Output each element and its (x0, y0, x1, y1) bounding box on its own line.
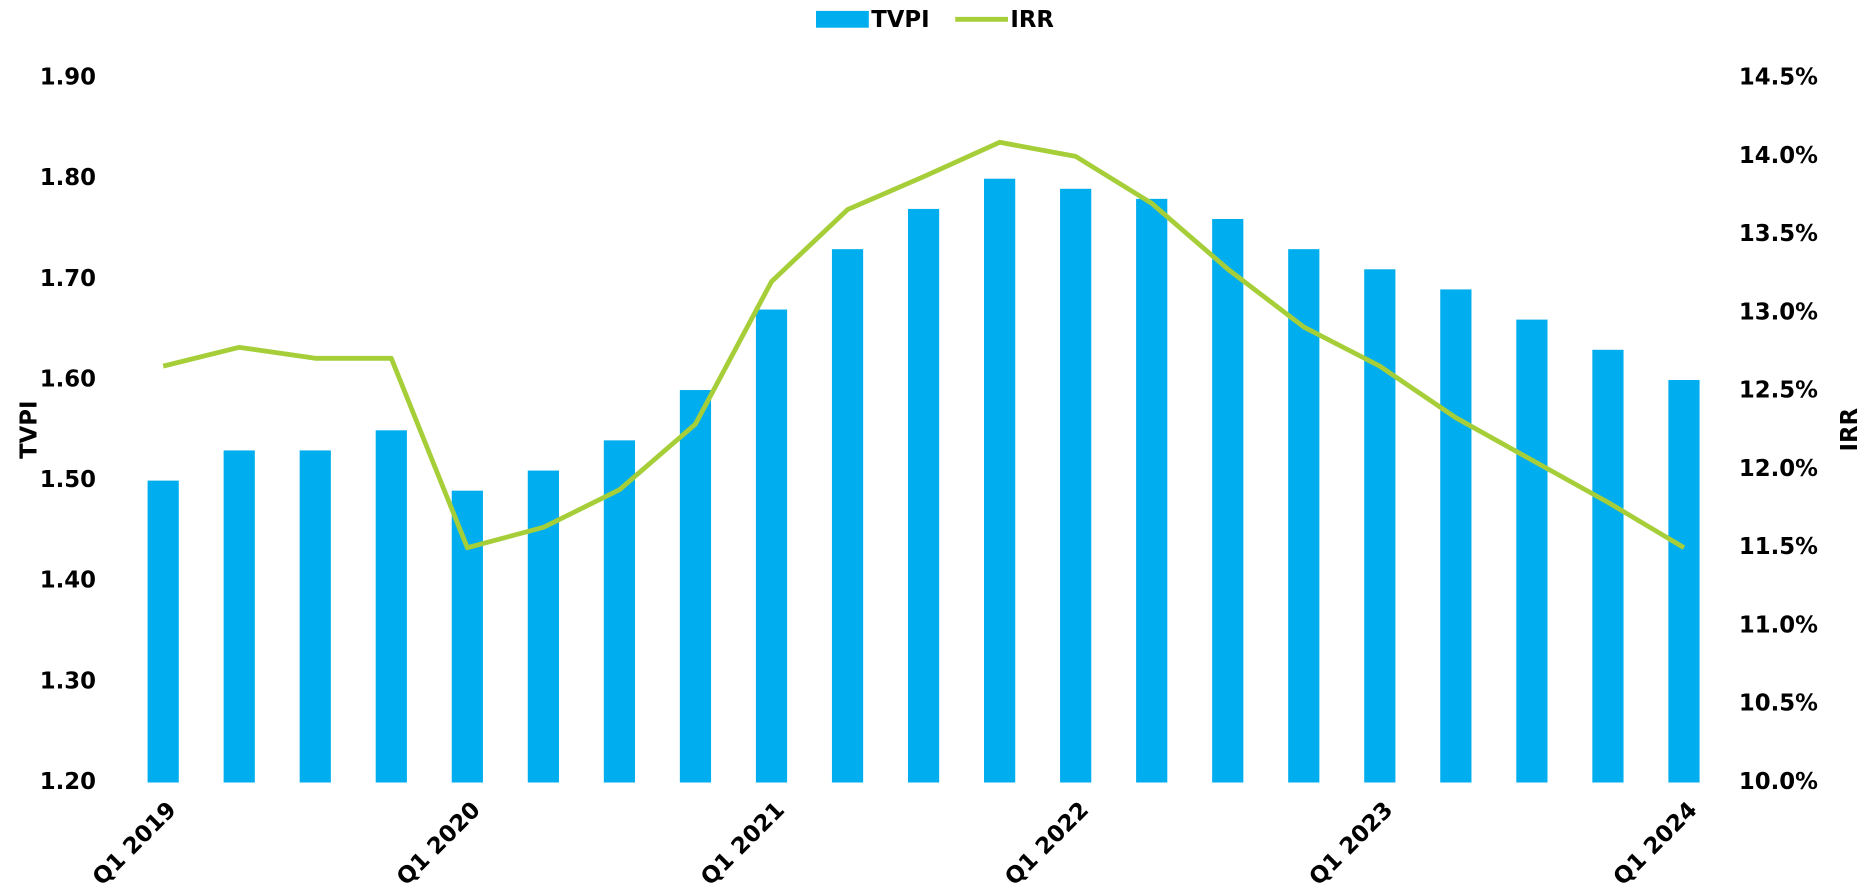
bar (984, 178, 1016, 783)
bar (299, 450, 331, 783)
bar (1136, 198, 1168, 783)
bar (679, 390, 712, 783)
x-tick-label: Q1 2020 (392, 797, 486, 891)
bar (1364, 269, 1396, 783)
x-tick-label: Q1 2024 (1609, 797, 1703, 891)
bar (1288, 249, 1320, 783)
bar (527, 470, 559, 783)
line (162, 139, 1686, 551)
bar (755, 309, 788, 783)
bar (1440, 289, 1472, 783)
y2-tick-label: 14.5% (1739, 65, 1818, 91)
y-tick-label: 1.60 (40, 366, 96, 392)
x-tick-label: Q1 2021 (696, 797, 790, 891)
y2-tick-label: 11.5% (1739, 534, 1818, 560)
bar (1060, 188, 1092, 783)
y-tick-label: 1.80 (40, 165, 96, 191)
y2-tick-label: 14.0% (1739, 143, 1818, 169)
legend-label: TVPI (871, 7, 929, 33)
y2-tick-label: 12.5% (1739, 378, 1818, 404)
y2-tick-label: 13.0% (1739, 299, 1818, 325)
bar (907, 208, 940, 783)
y-tick-label: 1.40 (40, 568, 96, 594)
y-tick-label: 1.70 (40, 266, 96, 292)
x-tick-label: Q1 2019 (88, 797, 182, 891)
x-tick-label: Q1 2022 (1000, 797, 1094, 891)
bar (223, 450, 255, 783)
bar (1668, 379, 1700, 783)
y2-tick-label: 10.5% (1739, 691, 1818, 717)
legend-label: IRR (1010, 7, 1054, 33)
x-tick-label: Q1 2023 (1304, 797, 1398, 891)
y-tick-label: 1.30 (40, 668, 96, 694)
y2-tick-label: 11.0% (1739, 612, 1818, 638)
y-tick-label: 1.90 (40, 65, 96, 91)
y-tick-label: 1.50 (40, 467, 96, 493)
y2-axis-title: IRR (1837, 407, 1863, 451)
bar (1592, 349, 1624, 783)
bar (831, 249, 864, 783)
y2-tick-label: 13.5% (1739, 221, 1818, 247)
y-axis-title: TVPI (17, 401, 43, 459)
y2-tick-label: 12.0% (1739, 456, 1818, 482)
bar (451, 490, 483, 783)
y2-tick-label: 10.0% (1739, 769, 1818, 795)
bar (375, 430, 407, 783)
bar (1212, 218, 1244, 783)
bar (147, 480, 179, 783)
legend-swatch (816, 10, 869, 28)
bar (1516, 319, 1548, 783)
y-tick-label: 1.20 (40, 769, 96, 795)
